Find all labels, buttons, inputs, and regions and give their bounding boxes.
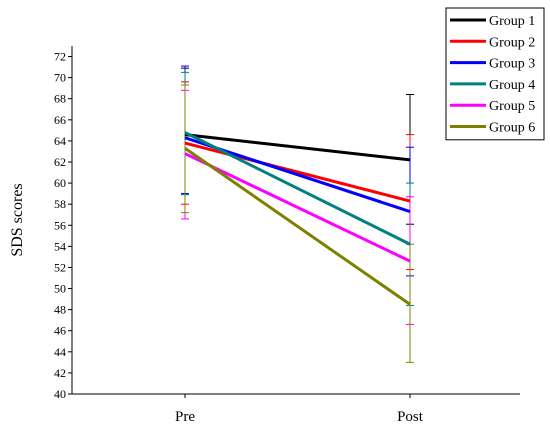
y-tick-label: 62 [54, 155, 66, 169]
y-tick-label: 66 [54, 113, 66, 127]
legend-box [445, 7, 545, 141]
y-tick-label: 68 [54, 92, 66, 106]
y-tick-label: 60 [54, 176, 66, 190]
legend-label: Group 1 [489, 14, 535, 29]
y-tick-label: 70 [54, 71, 66, 85]
y-tick-label: 44 [54, 345, 66, 359]
y-tick-label: 42 [54, 366, 66, 380]
x-tick-label: Pre [175, 409, 195, 425]
series-line [184, 152, 411, 263]
y-tick-label: 54 [54, 239, 66, 253]
legend-label: Group 4 [489, 78, 535, 93]
y-tick-label: 56 [54, 218, 66, 232]
legend: Group 1 Group 2 Group 3 Group 4 Group 5 Group… [445, 7, 545, 141]
legend-label: Group 3 [489, 57, 535, 72]
series-group [181, 84, 414, 363]
axes: 40 42 44 46 48 50 52 54 56 58 60 62 64 66 68 70 72 Pre Pos… [9, 46, 520, 425]
y-axis-title: SDS scores [9, 183, 26, 256]
legend-label: Group 5 [489, 99, 535, 114]
legend-label: Group 6 [489, 121, 535, 136]
y-tick-label: 64 [54, 134, 66, 148]
series-line [184, 131, 411, 246]
y-tick-label: 40 [54, 387, 66, 401]
y-tick-label: 58 [54, 197, 66, 211]
x-tick-label: Post [397, 409, 424, 425]
y-tick-label: 48 [54, 303, 66, 317]
y-tick-label: 50 [54, 282, 66, 296]
y-tick-label: 46 [54, 324, 66, 338]
y-tick-label: 72 [54, 50, 66, 64]
legend-label: Group 2 [489, 35, 535, 50]
series-layer [181, 65, 414, 363]
series-line [184, 133, 411, 162]
y-tick-label: 52 [54, 260, 66, 274]
series-line [184, 147, 411, 306]
